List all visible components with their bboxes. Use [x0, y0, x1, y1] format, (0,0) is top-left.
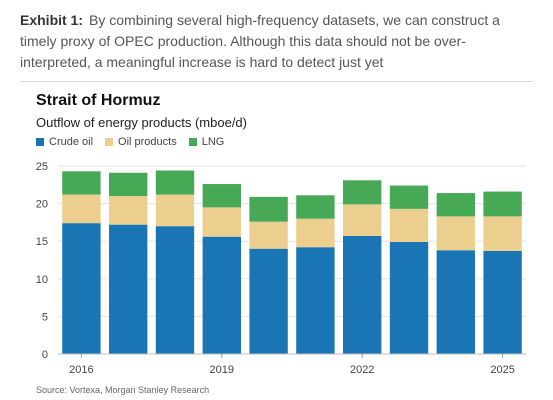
bar-crude-oil-8 — [436, 250, 475, 354]
bar-lng-1 — [109, 172, 148, 197]
divider — [20, 81, 533, 82]
bar-lng-5 — [296, 195, 335, 219]
bar-lng-2 — [155, 170, 195, 195]
y-tick-label-20: 20 — [36, 199, 48, 211]
legend-swatch-oil-products — [105, 138, 114, 146]
legend-item-crude-oil: Crude oil — [36, 136, 93, 148]
bar-oil-products-9 — [483, 216, 522, 251]
y-tick-label-15: 15 — [36, 236, 48, 248]
bar-oil-products-6 — [343, 204, 382, 236]
bar-oil-products-7 — [389, 208, 429, 242]
bar-oil-products-0 — [62, 194, 101, 224]
bar-lng-7 — [389, 185, 429, 209]
exhibit-label: Exhibit 1: — [20, 12, 84, 28]
y-tick-label-0: 0 — [42, 349, 48, 361]
x-tick-label-2016: 2016 — [69, 364, 93, 376]
legend-label-oil-products: Oil products — [118, 136, 177, 148]
legend-item-lng: LNG — [188, 136, 225, 148]
chart-subtitle: Outflow of energy products (mboe/d) — [36, 115, 247, 130]
chart-title: Strait of Hormuz — [36, 92, 161, 109]
x-tick-label-2025: 2025 — [490, 364, 514, 376]
bar-oil-products-3 — [202, 207, 241, 237]
bar-oil-products-5 — [296, 218, 335, 248]
chart-legend: Crude oil Oil products LNG — [36, 136, 236, 148]
bar-lng-8 — [436, 193, 475, 217]
y-tick-label-5: 5 — [42, 311, 48, 323]
legend-label-crude-oil: Crude oil — [49, 136, 94, 148]
bar-crude-oil-4 — [249, 248, 288, 354]
exhibit-caption: Exhibit 1: By combining several high-freq… — [20, 10, 535, 73]
bar-crude-oil-2 — [155, 226, 195, 354]
exhibit-text: By combining several high-frequency data… — [20, 12, 500, 70]
bar-oil-products-4 — [249, 221, 288, 249]
bar-lng-6 — [343, 180, 382, 205]
x-tick-label-2019: 2019 — [210, 364, 234, 376]
bar-crude-oil-0 — [62, 223, 101, 354]
bar-oil-products-2 — [155, 194, 195, 227]
bar-crude-oil-5 — [296, 247, 335, 354]
bar-oil-products-8 — [436, 216, 475, 251]
x-tick-label-2022: 2022 — [350, 364, 374, 376]
bar-lng-0 — [62, 171, 101, 195]
source-note: Source: Vortexa, Morgan Stanley Research — [36, 385, 210, 395]
bar-lng-4 — [249, 196, 288, 222]
legend-swatch-crude-oil — [36, 138, 44, 146]
bar-crude-oil-1 — [109, 224, 148, 354]
bar-oil-products-1 — [109, 196, 148, 225]
legend-swatch-lng — [188, 138, 197, 146]
legend-item-oil-products: Oil products — [105, 136, 177, 148]
bar-crude-oil-3 — [202, 236, 241, 354]
bar-lng-3 — [202, 184, 241, 208]
bar-crude-oil-6 — [343, 235, 382, 354]
bar-crude-oil-7 — [389, 241, 429, 354]
bar-crude-oil-9 — [483, 250, 522, 354]
legend-label-lng: LNG — [201, 136, 225, 148]
y-tick-label-25: 25 — [36, 161, 48, 173]
y-tick-label-10: 10 — [36, 274, 48, 286]
bar-lng-9 — [483, 191, 522, 217]
